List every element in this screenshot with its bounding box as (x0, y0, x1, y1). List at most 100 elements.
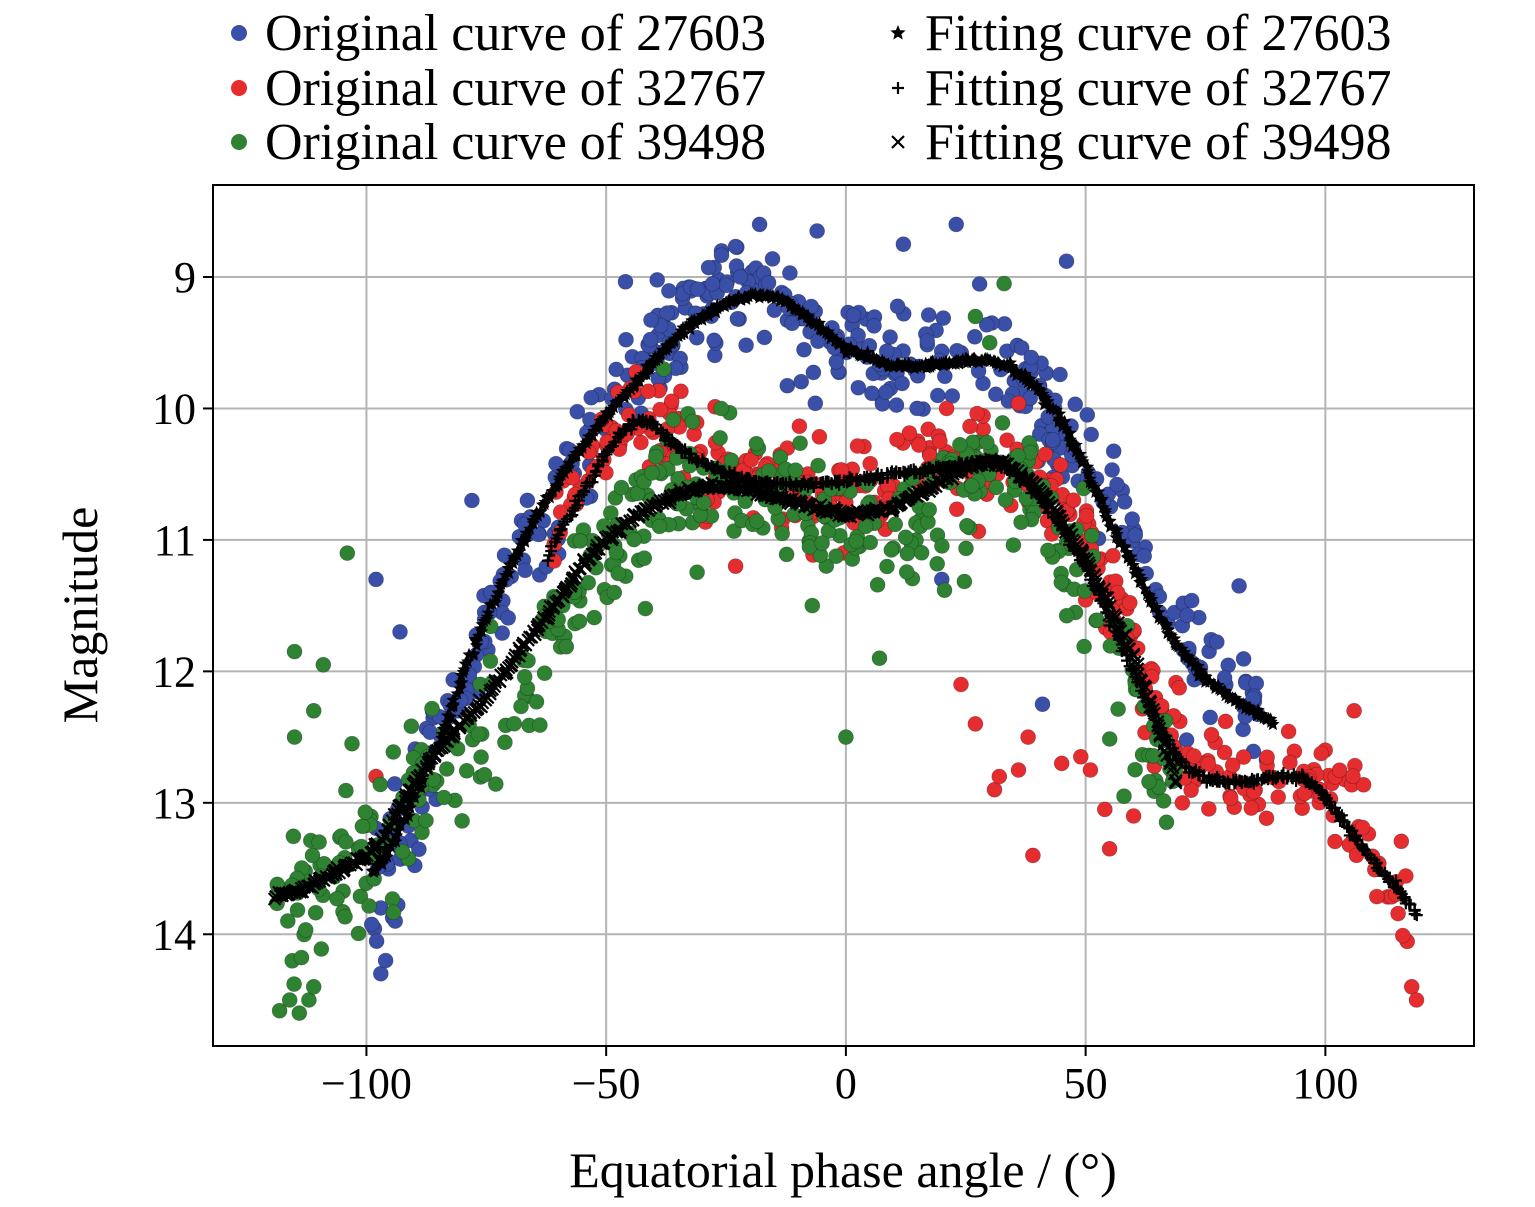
data-point (743, 451, 759, 468)
y-tick-label: 13 (152, 779, 196, 828)
data-point (988, 479, 1005, 496)
data-point (689, 281, 706, 298)
data-point (889, 431, 905, 448)
data-point (959, 517, 975, 534)
data-point (500, 610, 517, 626)
data-point (1079, 407, 1096, 423)
fit-marker (502, 566, 516, 579)
fit-marker (1184, 655, 1198, 669)
legend-label: Fitting curve of 39498 (925, 114, 1392, 171)
y-tick-label: 12 (152, 647, 196, 696)
data-point (787, 462, 804, 479)
fit-marker (504, 658, 519, 673)
data-point (695, 494, 712, 511)
data-point (958, 540, 974, 557)
data-point (779, 377, 796, 394)
data-point (647, 448, 664, 465)
fit-marker (1199, 670, 1213, 683)
data-point (661, 283, 677, 299)
data-point (793, 373, 810, 390)
fit-marker (1088, 480, 1102, 493)
outlier-point (339, 545, 356, 561)
data-point (1104, 462, 1120, 478)
data-point (548, 455, 564, 472)
data-point (807, 395, 824, 412)
data-point (394, 843, 411, 860)
fit-marker (497, 573, 511, 587)
data-point (476, 766, 493, 783)
data-point (1109, 476, 1125, 493)
data-point (571, 613, 588, 630)
data-point (796, 341, 812, 358)
data-point (978, 434, 995, 451)
data-point (878, 384, 894, 400)
data-point (778, 546, 795, 563)
data-point (1005, 537, 1022, 553)
data-point (828, 548, 844, 565)
data-point (689, 564, 705, 581)
data-point (1044, 432, 1061, 448)
data-point (909, 400, 925, 417)
data-point (640, 383, 657, 400)
fit-marker (461, 654, 475, 668)
legend-marker (231, 25, 247, 41)
data-point (422, 724, 438, 741)
y-tick-label: 10 (152, 384, 196, 433)
data-point (285, 828, 302, 845)
data-point (1355, 776, 1372, 793)
data-point (948, 501, 965, 518)
fit-marker (1041, 394, 1055, 408)
fit-marker (1168, 776, 1183, 790)
fit-marker (1053, 509, 1067, 523)
data-point (580, 574, 597, 591)
fit-marker (446, 693, 460, 706)
data-point (643, 312, 659, 328)
data-point (293, 949, 310, 966)
outlier-point (291, 1005, 308, 1021)
data-point (1296, 785, 1313, 802)
data-point (528, 693, 545, 710)
data-point (766, 302, 783, 319)
data-point (1224, 757, 1241, 774)
data-point (519, 492, 536, 509)
fit-marker (611, 395, 625, 408)
fit-marker (843, 471, 856, 484)
data-point (411, 841, 427, 858)
data-point (1076, 638, 1092, 655)
data-point (919, 333, 936, 349)
data-point (1083, 426, 1099, 443)
outlier-point (305, 702, 322, 719)
data-point (372, 776, 389, 793)
fit-marker (1150, 600, 1164, 613)
data-point (1010, 395, 1027, 412)
data-point (1171, 679, 1187, 696)
data-point (866, 318, 882, 334)
data-point (882, 329, 898, 345)
data-point (1243, 800, 1260, 816)
data-point (712, 430, 728, 446)
outlier-point (713, 400, 730, 417)
legend-label: Original curve of 39498 (265, 114, 766, 171)
fit-marker (1023, 372, 1037, 386)
legend-label: Original curve of 27603 (265, 5, 766, 62)
fit-marker (543, 490, 557, 504)
fit-marker (558, 466, 572, 479)
outlier-point (953, 676, 969, 693)
data-point (673, 383, 689, 400)
data-point (297, 922, 314, 938)
data-point (608, 544, 625, 561)
x-tick-label: −100 (321, 1059, 412, 1108)
fit-marker (467, 646, 481, 660)
outlier-point (991, 768, 1008, 785)
data-point (1222, 790, 1239, 807)
data-point (363, 916, 380, 933)
data-point (289, 902, 306, 918)
fit-marker (1164, 629, 1178, 642)
data-point (850, 379, 867, 396)
data-point (929, 387, 946, 404)
fit-marker (1130, 662, 1145, 676)
fit-marker (530, 623, 545, 637)
outlier-point (996, 275, 1012, 292)
fit-marker (1120, 638, 1135, 653)
fit-marker (1131, 657, 1145, 671)
